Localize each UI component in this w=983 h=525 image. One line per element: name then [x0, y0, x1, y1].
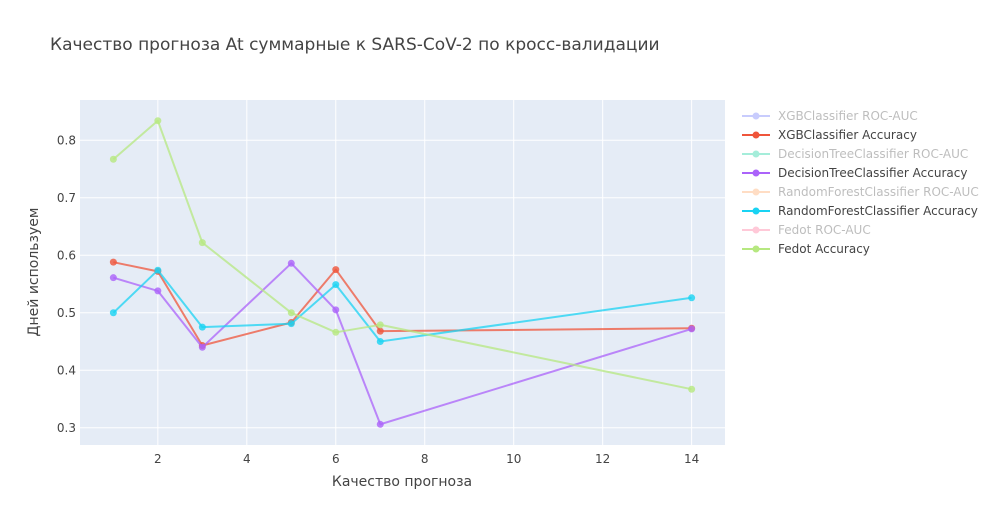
legend-swatch-marker — [752, 226, 760, 234]
legend-label: RandomForestClassifier ROC-AUC — [778, 185, 979, 199]
y-axis-title: Дней используем — [26, 208, 42, 337]
legend-swatch-marker — [752, 131, 760, 139]
data-point — [376, 420, 384, 428]
x-tick-label: 2 — [154, 452, 162, 466]
legend-item[interactable]: RandomForestClassifier Accuracy — [742, 204, 978, 218]
chart-title: Качество прогноза At суммарные к SARS-Co… — [50, 35, 660, 55]
y-tick-label: 0.7 — [57, 191, 76, 205]
data-point — [287, 259, 295, 267]
y-tick-label: 0.8 — [57, 133, 76, 147]
x-tick-label: 14 — [684, 452, 699, 466]
data-point — [376, 321, 384, 329]
x-tick-label: 12 — [595, 452, 610, 466]
legend-swatch-marker — [752, 112, 760, 120]
plot-area — [80, 100, 725, 445]
x-tick-label: 10 — [506, 452, 521, 466]
data-point — [287, 309, 295, 317]
legend-label: Fedot Accuracy — [778, 242, 870, 256]
legend-label: DecisionTreeClassifier ROC-AUC — [778, 147, 968, 161]
data-point — [332, 281, 340, 289]
data-point — [109, 309, 117, 317]
data-point — [198, 343, 206, 351]
x-tick-label: 6 — [332, 452, 340, 466]
series-7 — [109, 117, 696, 393]
legend-swatch-marker — [752, 188, 760, 196]
legend-label: Fedot ROC-AUC — [778, 223, 871, 237]
data-point — [154, 117, 162, 125]
data-point — [332, 306, 340, 314]
legend-label: XGBClassifier Accuracy — [778, 128, 917, 142]
data-point — [109, 155, 117, 163]
data-point — [376, 338, 384, 345]
legend-item[interactable]: XGBClassifier Accuracy — [742, 128, 917, 142]
y-axis-ticks: 0.3 0.4 0.5 0.6 0.7 0.8 — [57, 133, 76, 435]
data-point — [154, 287, 162, 295]
data-point — [376, 327, 384, 335]
legend-swatch-marker — [752, 245, 760, 253]
data-point — [109, 258, 117, 266]
data-point — [688, 294, 696, 302]
data-point — [332, 328, 340, 336]
legend-item[interactable]: Fedot Accuracy — [742, 242, 870, 256]
data-point — [154, 266, 162, 274]
y-tick-label: 0.5 — [57, 306, 76, 320]
legend-swatch-marker — [752, 207, 760, 215]
series-5 — [109, 266, 696, 345]
legend-item[interactable]: DecisionTreeClassifier Accuracy — [742, 166, 967, 180]
legend-label: DecisionTreeClassifier Accuracy — [778, 166, 967, 180]
x-axis-ticks: 2 4 6 8 10 12 14 — [154, 452, 699, 466]
legend-label: XGBClassifier ROC-AUC — [778, 109, 918, 123]
data-point — [198, 323, 206, 331]
legend-swatch-marker — [752, 169, 760, 177]
legend-item[interactable]: Fedot ROC-AUC — [742, 223, 871, 237]
data-point — [287, 320, 295, 328]
data-point — [198, 239, 206, 247]
series-layer — [109, 117, 696, 428]
y-tick-label: 0.4 — [57, 363, 76, 377]
series-3 — [109, 259, 696, 428]
legend-item[interactable]: XGBClassifier ROC-AUC — [742, 109, 918, 123]
x-tick-label: 4 — [243, 452, 251, 466]
x-tick-label: 8 — [421, 452, 429, 466]
legend-swatch-marker — [752, 150, 760, 158]
x-axis-title: Качество прогноза — [332, 474, 472, 490]
data-point — [688, 325, 696, 333]
data-point — [688, 385, 696, 393]
data-point — [332, 266, 340, 274]
legend-item[interactable]: RandomForestClassifier ROC-AUC — [742, 185, 979, 199]
data-point — [109, 274, 117, 282]
y-tick-label: 0.6 — [57, 248, 76, 262]
y-tick-label: 0.3 — [57, 421, 76, 435]
legend-label: RandomForestClassifier Accuracy — [778, 204, 978, 218]
legend: XGBClassifier ROC-AUC XGBClassifier Accur… — [742, 109, 979, 256]
legend-item[interactable]: DecisionTreeClassifier ROC-AUC — [742, 147, 968, 161]
